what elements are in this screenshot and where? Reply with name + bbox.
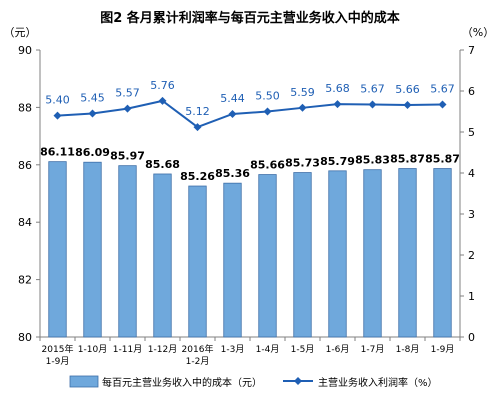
x-tick-label: 1-2月 <box>186 356 210 367</box>
bar <box>188 185 207 338</box>
right-tick-label: 4 <box>468 167 475 180</box>
x-tick-label: 2016年 <box>182 343 214 355</box>
right-tick-label: 6 <box>468 85 475 98</box>
right-tick-label: 1 <box>468 290 475 303</box>
x-tick-label: 1-5月 <box>291 344 315 355</box>
left-tick-label: 82 <box>18 274 32 287</box>
line-value-label: 5.57 <box>115 87 140 100</box>
bar <box>118 165 137 338</box>
bar-value-label: 85.36 <box>215 167 250 180</box>
left-axis-unit: （元） <box>4 26 37 39</box>
bar <box>153 173 172 338</box>
line-value-label: 5.40 <box>45 94 70 107</box>
x-tick-label: 1-10月 <box>78 344 107 355</box>
bar-value-label: 85.87 <box>425 153 460 166</box>
right-tick-label: 2 <box>468 249 475 262</box>
line-value-label: 5.50 <box>255 90 280 103</box>
legend-bar-label: 每百元主营业务收入中的成本（元） <box>102 376 262 389</box>
right-tick-label: 3 <box>468 208 475 221</box>
line-point <box>403 100 412 109</box>
line-value-label: 5.45 <box>80 92 105 105</box>
line-point <box>158 96 167 105</box>
left-tick-label: 86 <box>18 159 32 172</box>
left-tick-label: 88 <box>18 101 32 114</box>
bar-value-label: 85.73 <box>285 157 320 170</box>
x-tick-label: 1-7月 <box>361 344 385 355</box>
x-tick-label: 1-4月 <box>256 344 280 355</box>
legend-line-label: 主营业务收入利润率（%） <box>318 376 438 389</box>
bar-value-label: 85.83 <box>355 154 390 167</box>
line-labels: 5.40 5.45 5.57 5.76 5.12 5.44 5.50 5.59 5.68 5.67… <box>45 79 455 118</box>
bar <box>398 168 417 338</box>
bar <box>293 172 312 338</box>
line-series <box>53 96 447 132</box>
bar-series <box>48 161 452 338</box>
bar <box>48 161 67 338</box>
line-value-label: 5.44 <box>220 92 245 105</box>
x-tick-label: 1-9月 <box>46 356 70 367</box>
line-path <box>57 99 443 129</box>
bar <box>363 169 382 338</box>
legend-line-marker <box>294 377 302 385</box>
line-point <box>263 107 272 116</box>
bar-value-label: 86.11 <box>40 146 75 159</box>
bar <box>258 174 277 338</box>
bar <box>223 182 242 338</box>
line-point <box>333 100 342 109</box>
bar-value-label: 86.09 <box>75 146 110 159</box>
line-value-label: 5.67 <box>430 83 455 96</box>
bar-value-label: 85.87 <box>390 153 425 166</box>
x-tick-label: 1-3月 <box>221 344 245 355</box>
x-tick-label: 1-6月 <box>326 344 350 355</box>
line-value-label: 5.76 <box>150 79 175 92</box>
axes: 90 88 86 84 82 80 7 6 5 4 3 2 1 0 <box>18 44 475 344</box>
legend-bar-swatch <box>69 375 99 388</box>
right-axis-unit: （%） <box>462 26 494 39</box>
bar <box>328 170 347 338</box>
line-value-label: 5.68 <box>325 82 350 95</box>
bar <box>83 161 102 338</box>
right-tick-label: 5 <box>468 126 475 139</box>
line-point <box>88 109 97 118</box>
bar-value-label: 85.66 <box>250 159 285 172</box>
legend: 每百元主营业务收入中的成本（元） 主营业务收入利润率（%） <box>69 375 438 389</box>
bar-value-label: 85.26 <box>180 170 215 183</box>
line-point <box>298 103 307 112</box>
line-point <box>123 104 132 113</box>
right-tick-label: 7 <box>468 44 475 57</box>
bar-value-label: 85.97 <box>110 150 145 163</box>
line-point <box>438 100 447 109</box>
x-tick-label: 1-8月 <box>396 344 420 355</box>
chart-title: 图2 各月累计利润率与每百元主营业务收入中的成本 <box>100 10 400 26</box>
bar <box>433 168 452 338</box>
line-point <box>53 111 62 120</box>
bar-value-label: 85.79 <box>320 155 355 168</box>
x-tick-label: 2015年 <box>42 343 74 355</box>
x-tick-label: 1-12月 <box>148 344 177 355</box>
line-point <box>368 100 377 109</box>
line-value-label: 5.66 <box>395 83 420 96</box>
right-tick-label: 0 <box>468 331 475 344</box>
line-point <box>193 123 202 132</box>
left-tick-label: 90 <box>18 44 32 57</box>
line-value-label: 5.12 <box>185 105 210 118</box>
line-value-label: 5.67 <box>360 83 385 96</box>
line-value-label: 5.59 <box>290 86 315 99</box>
left-tick-label: 80 <box>18 331 32 344</box>
left-tick-label: 84 <box>18 216 32 229</box>
bar-value-label: 85.68 <box>145 158 180 171</box>
x-tick-label: 1-11月 <box>113 344 142 355</box>
line-point <box>228 109 237 118</box>
x-tick-label: 1-9月 <box>431 344 455 355</box>
